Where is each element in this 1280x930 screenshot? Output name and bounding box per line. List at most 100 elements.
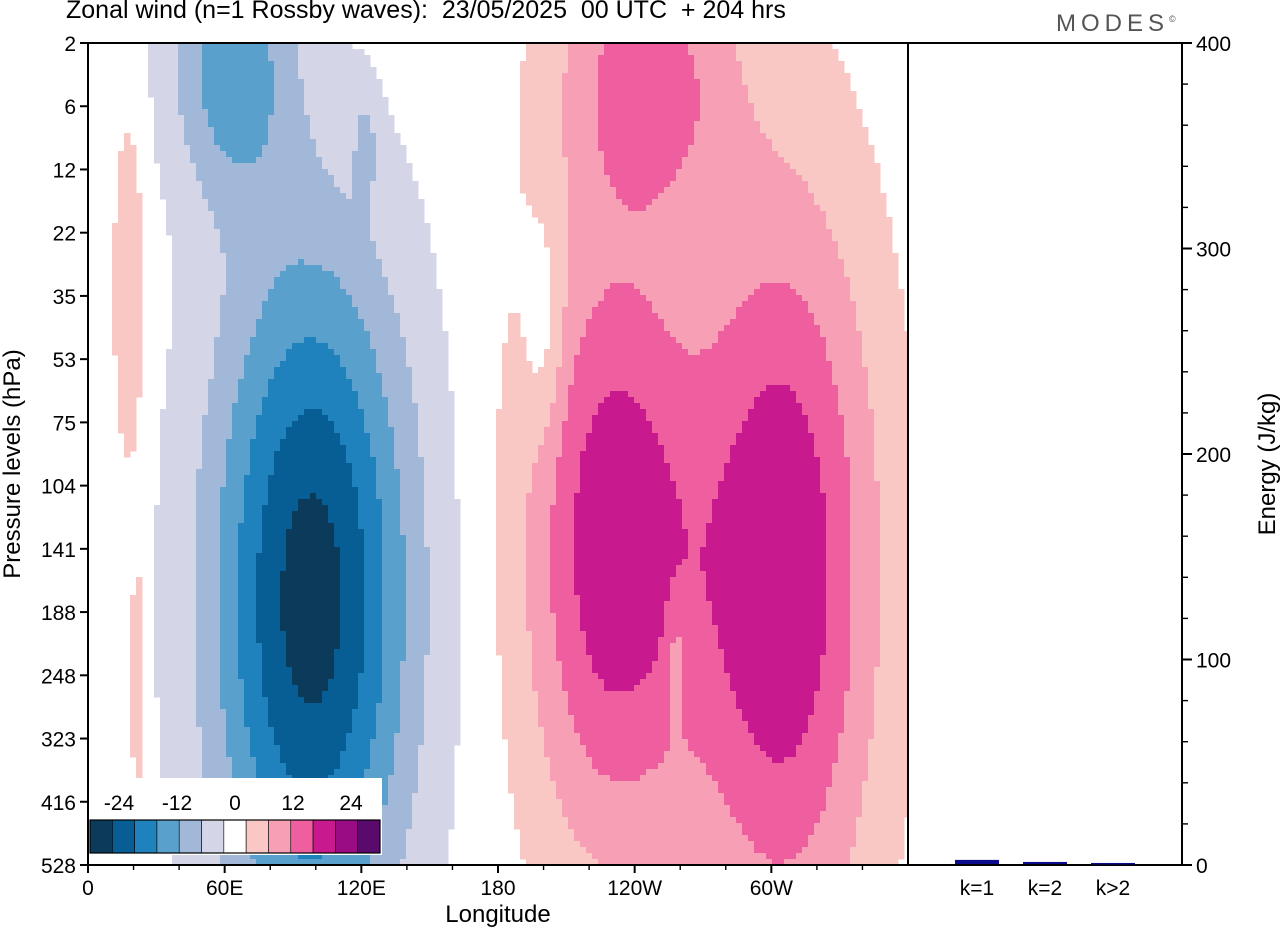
field-cell — [682, 157, 689, 164]
field-cell — [586, 49, 593, 56]
field-cell — [322, 301, 329, 308]
field-cell — [226, 217, 233, 224]
field-cell — [256, 181, 263, 188]
field-cell — [826, 133, 833, 140]
field-cell — [682, 79, 689, 86]
field-cell — [814, 205, 821, 212]
field-cell — [280, 211, 287, 218]
field-cell — [268, 307, 275, 314]
field-cell — [754, 73, 761, 80]
field-cell — [208, 235, 215, 242]
field-cell — [346, 223, 353, 230]
field-cell — [190, 139, 197, 146]
field-cell — [592, 325, 599, 332]
field-cell — [124, 193, 131, 200]
field-cell — [634, 217, 641, 224]
field-cell — [274, 91, 281, 98]
field-cell — [304, 199, 311, 206]
field-cell — [694, 307, 701, 314]
field-cell — [628, 259, 635, 266]
field-cell — [382, 103, 389, 110]
field-cell — [304, 133, 311, 140]
field-cell — [580, 217, 587, 224]
field-cell — [544, 49, 551, 56]
field-cell — [274, 319, 281, 326]
field-cell — [352, 229, 359, 236]
field-cell — [244, 91, 251, 98]
field-cell — [358, 247, 365, 254]
field-cell — [724, 289, 731, 296]
field-cell — [598, 331, 605, 338]
field-cell — [388, 175, 395, 182]
field-cell — [574, 115, 581, 122]
field-cell — [130, 217, 137, 224]
field-cell — [550, 61, 557, 68]
field-cell — [592, 241, 599, 248]
field-cell — [760, 157, 767, 164]
field-cell — [730, 127, 737, 134]
field-cell — [886, 265, 893, 272]
field-cell — [130, 277, 137, 284]
field-cell — [592, 127, 599, 134]
field-cell — [832, 97, 839, 104]
field-cell — [730, 223, 737, 230]
field-cell — [796, 109, 803, 116]
field-cell — [256, 193, 263, 200]
field-cell — [658, 241, 665, 248]
field-cell — [190, 193, 197, 200]
field-cell — [820, 55, 827, 62]
field-cell — [688, 253, 695, 260]
field-cell — [820, 313, 827, 320]
field-cell — [754, 43, 761, 50]
field-cell — [796, 127, 803, 134]
field-cell — [706, 79, 713, 86]
field-cell — [190, 331, 197, 338]
field-cell — [202, 325, 209, 332]
field-cell — [124, 151, 131, 158]
field-cell — [622, 187, 629, 194]
field-cell — [640, 217, 647, 224]
field-cell — [814, 49, 821, 56]
field-cell — [796, 187, 803, 194]
field-cell — [364, 139, 371, 146]
field-cell — [364, 121, 371, 128]
field-cell — [538, 97, 545, 104]
field-cell — [226, 43, 233, 50]
field-cell — [544, 109, 551, 116]
field-cell — [526, 97, 533, 104]
field-cell — [640, 97, 647, 104]
field-cell — [766, 217, 773, 224]
field-cell — [724, 157, 731, 164]
field-cell — [754, 175, 761, 182]
field-cell — [160, 91, 167, 98]
field-cell — [592, 283, 599, 290]
field-cell — [274, 211, 281, 218]
field-cell — [874, 259, 881, 266]
field-cell — [784, 271, 791, 278]
field-cell — [574, 247, 581, 254]
field-cell — [310, 193, 317, 200]
field-cell — [232, 97, 239, 104]
field-cell — [562, 121, 569, 128]
field-cell — [694, 205, 701, 212]
field-cell — [592, 217, 599, 224]
field-cell — [328, 151, 335, 158]
field-cell — [562, 223, 569, 230]
field-cell — [436, 307, 443, 314]
field-cell — [694, 151, 701, 158]
field-cell — [172, 163, 179, 170]
field-cell — [772, 151, 779, 158]
field-cell — [268, 91, 275, 98]
field-cell — [508, 313, 515, 320]
field-cell — [808, 49, 815, 56]
field-cell — [334, 133, 341, 140]
field-cell — [406, 241, 413, 248]
field-cell — [274, 187, 281, 194]
field-cell — [394, 313, 401, 320]
field-cell — [628, 265, 635, 272]
field-cell — [634, 187, 641, 194]
field-cell — [826, 151, 833, 158]
field-cell — [814, 283, 821, 290]
field-cell — [670, 271, 677, 278]
field-cell — [328, 241, 335, 248]
